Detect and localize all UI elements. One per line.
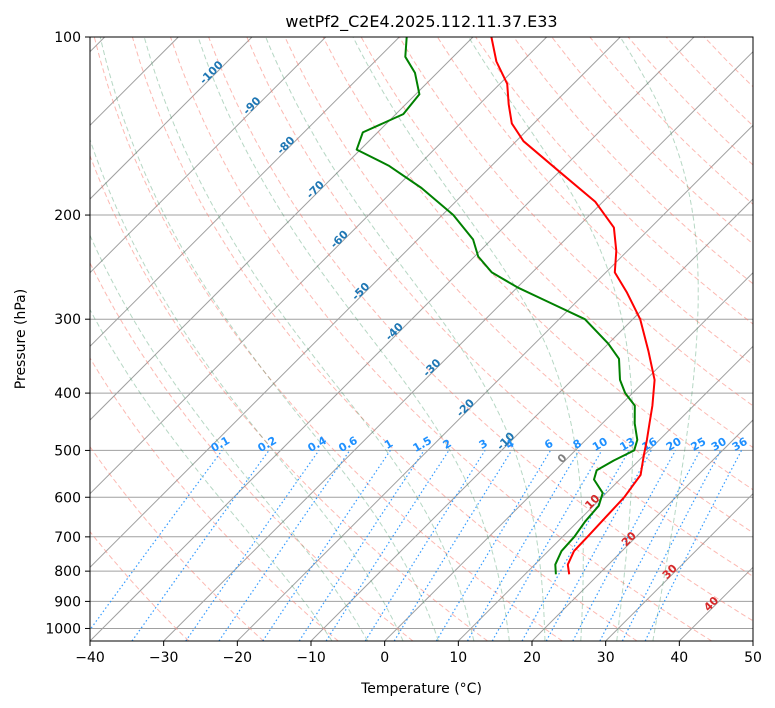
dewpoint-profile-line — [355, 37, 639, 575]
x-tick-label: −30 — [149, 650, 179, 666]
dry-adiabat-line — [90, 530, 190, 641]
mixing-ratio-line — [644, 450, 743, 641]
mixing-ratio-line — [90, 450, 223, 631]
y-tick-label: 1000 — [45, 622, 81, 638]
isotherm-line — [605, 492, 753, 641]
x-tick-label: 10 — [449, 650, 467, 666]
mixing-ratio-line — [185, 450, 320, 641]
moist-adiabat-line — [90, 308, 333, 641]
isotherm-line — [90, 37, 548, 495]
x-axis-label: Temperature (°C) — [360, 681, 482, 697]
moist-adiabat-line — [619, 37, 699, 641]
moist-adiabat-line — [90, 138, 404, 641]
y-axis-label: Pressure (hPa) — [13, 289, 29, 389]
x-tick-label: 0 — [380, 650, 389, 666]
moist-adiabat-line — [265, 37, 546, 641]
x-tick-label: −20 — [223, 650, 253, 666]
isotherm-line — [90, 37, 621, 569]
isotherm-line — [90, 37, 474, 421]
y-tick-label: 900 — [54, 594, 81, 610]
x-tick-label: 40 — [670, 650, 688, 666]
temperature-profile-line — [490, 37, 656, 575]
moist-adiabat-line — [90, 234, 369, 641]
y-tick-label: 100 — [54, 30, 81, 46]
sounding-series — [355, 37, 656, 575]
x-tick-label: 30 — [597, 650, 615, 666]
dry-adiabat-line — [170, 37, 712, 641]
isotherm-line — [384, 271, 753, 641]
plot-frame — [89, 36, 754, 642]
mixing-ratio-line — [325, 450, 450, 641]
dry-adiabat-line — [284, 37, 753, 534]
dry-adiabat-line — [360, 37, 753, 449]
isotherm-line — [90, 37, 253, 200]
mixing-ratio-line — [218, 450, 351, 641]
mixing-ratio-line — [131, 450, 270, 641]
moist-adiabat-line — [143, 37, 475, 641]
mixing-ratio-line — [521, 450, 630, 641]
moist-adiabat-line — [99, 37, 439, 641]
mixing-ratio-lines — [90, 450, 743, 641]
moist-adiabat-line — [352, 37, 584, 641]
dry-adiabat-line — [246, 37, 753, 577]
mixing-ratio-line — [572, 450, 677, 641]
dry-adiabat-line — [93, 37, 563, 641]
moist-adiabat-line — [197, 37, 510, 641]
isotherm-line — [457, 345, 753, 641]
dry-adiabat-line — [322, 37, 753, 491]
mixing-ratio-line — [545, 450, 652, 641]
dry-adiabat-line — [90, 154, 488, 641]
y-axis-ticks: 100 200 300 400 500 600 700 800 900 1000 — [45, 30, 90, 638]
mixing-ratio-line — [393, 450, 513, 641]
dry-adiabat-line — [436, 37, 753, 366]
dry-adiabat-line — [90, 445, 264, 641]
y-tick-label: 400 — [54, 386, 81, 402]
dry-adiabat-lines — [90, 37, 753, 641]
mixing-ratio-line — [298, 450, 425, 641]
x-axis-ticks: −40 −30 −20 −10 0 10 20 30 40 50 — [75, 641, 762, 666]
isotherm-line — [90, 37, 327, 274]
y-tick-label: 600 — [54, 490, 81, 506]
dry-adiabat-line — [90, 357, 339, 641]
y-tick-label: 200 — [54, 208, 81, 224]
x-tick-label: 50 — [744, 650, 762, 666]
x-tick-label: −10 — [296, 650, 326, 666]
isotherm-line — [90, 37, 400, 348]
mixing-ratio-line — [262, 450, 391, 641]
isotherm-line — [163, 50, 753, 641]
x-tick-label: −40 — [75, 650, 105, 666]
chart-title: wetPf2_C2E4.2025.112.11.37.E33 — [285, 12, 557, 32]
isotherm-line — [531, 419, 753, 641]
isotherm-line — [90, 37, 695, 641]
dry-adiabat-line — [131, 37, 638, 641]
isotherm-line — [236, 124, 753, 641]
dry-adiabat-line — [513, 37, 753, 285]
y-tick-label: 800 — [54, 564, 81, 580]
y-tick-label: 300 — [54, 312, 81, 328]
y-tick-label: 700 — [54, 530, 81, 546]
dry-adiabat-line — [90, 261, 414, 641]
y-tick-label: 500 — [54, 443, 81, 459]
mixing-ratio-line — [621, 450, 722, 641]
dry-adiabat-line — [208, 37, 753, 622]
x-tick-label: 20 — [523, 650, 541, 666]
